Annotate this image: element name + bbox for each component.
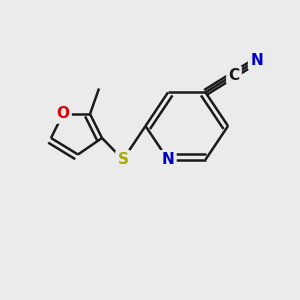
Text: C: C [228,68,240,82]
Text: N: N [250,53,263,68]
Text: N: N [162,152,174,167]
Text: O: O [56,106,70,122]
Text: S: S [118,152,128,167]
